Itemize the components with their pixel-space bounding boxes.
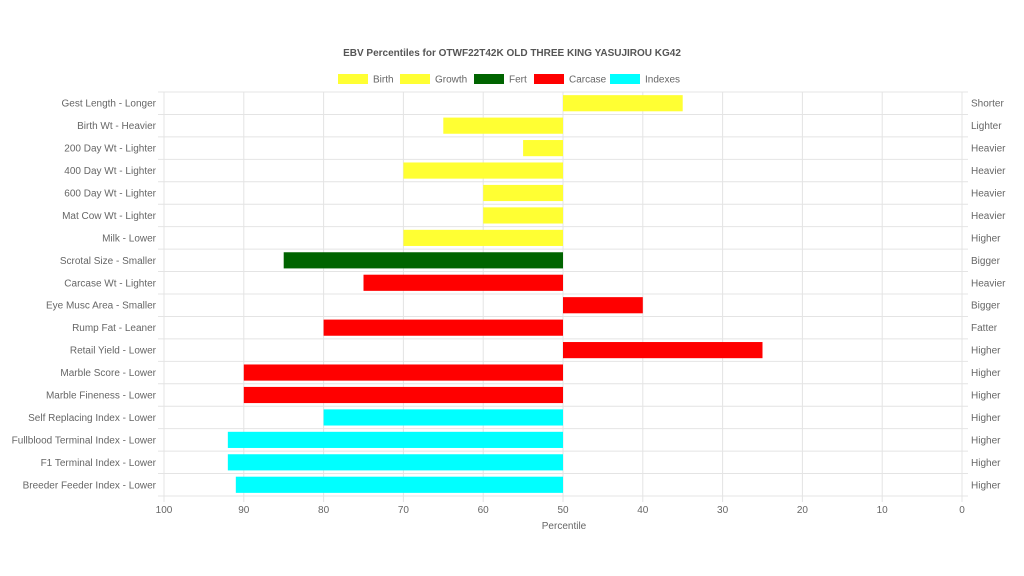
right-category-labels: Shorter Lighter Heavier Heavier Heavier Heavi…	[971, 99, 1006, 492]
right-category-label: Bigger	[971, 256, 1001, 267]
right-category-label: Bigger	[971, 301, 1001, 312]
right-category-label: Shorter	[971, 99, 1004, 110]
legend-label-growth: Growth	[435, 75, 467, 86]
right-category-label: Higher	[971, 480, 1001, 491]
category-label: 200 Day Wt - Lighter	[64, 144, 156, 155]
category-label: F1 Terminal Index - Lower	[41, 458, 157, 469]
category-label: Self Replacing Index - Lower	[28, 413, 157, 424]
category-label: Fullblood Terminal Index - Lower	[12, 435, 157, 446]
category-label: Mat Cow Wt - Lighter	[62, 211, 157, 222]
right-category-label: Higher	[971, 233, 1001, 244]
legend-swatch-fert	[474, 74, 504, 84]
legend-label-carcase: Carcase	[569, 75, 607, 86]
bar-9	[363, 274, 563, 291]
bar-8	[283, 252, 563, 269]
right-category-label: Heavier	[971, 144, 1006, 155]
bar-16	[227, 431, 563, 448]
legend-label-indexes: Indexes	[645, 75, 680, 86]
legend-swatch-indexes	[610, 74, 640, 84]
right-category-label: Fatter	[971, 323, 998, 334]
bar-14	[243, 386, 564, 404]
bar-13	[243, 364, 564, 381]
bar-1	[563, 95, 683, 112]
category-label: Breeder Feeder Index - Lower	[23, 480, 157, 491]
legend-label-fert: Fert	[509, 75, 527, 86]
right-category-label: Heavier	[971, 211, 1006, 222]
bar-3	[523, 140, 563, 157]
bar-10	[563, 297, 643, 314]
bar-5	[483, 184, 563, 202]
x-tick-label: 100	[156, 505, 173, 516]
right-category-label: Higher	[971, 413, 1001, 424]
chart-grid	[158, 91, 968, 502]
category-label: Marble Fineness - Lower	[46, 391, 157, 402]
bar-4	[403, 162, 563, 179]
x-tick-label: 80	[318, 505, 330, 516]
category-label: Marble Score - Lower	[60, 368, 156, 379]
x-tick-label: 10	[877, 505, 889, 516]
right-category-label: Heavier	[971, 278, 1006, 289]
category-label: Eye Musc Area - Smaller	[46, 301, 157, 312]
legend-swatch-growth	[400, 74, 430, 84]
x-tick-label: 90	[238, 505, 250, 516]
legend-label-birth: Birth	[373, 75, 394, 86]
category-label: Gest Length - Longer	[61, 99, 156, 110]
x-tick-label: 40	[637, 505, 649, 516]
bar-17	[227, 454, 563, 471]
bar-7	[403, 229, 563, 246]
left-category-labels: Gest Length - Longer Birth Wt - Heavier 20…	[12, 99, 157, 492]
category-label: 400 Day Wt - Lighter	[64, 166, 156, 177]
category-label: Rump Fat - Leaner	[72, 323, 157, 334]
chart-title: EBV Percentiles for OTWF22T42K OLD THREE…	[343, 48, 681, 59]
chart-bars	[227, 95, 763, 493]
bar-11	[323, 319, 563, 336]
bar-15	[323, 409, 563, 426]
chart-legend: Birth Growth Fert Carcase Indexes	[338, 74, 680, 86]
x-tick-label: 30	[717, 505, 729, 516]
x-axis-label: Percentile	[542, 521, 587, 532]
bar-2	[443, 117, 563, 134]
x-axis-ticks: 100 90 80 70 60 50 40 30 20 10 0	[156, 505, 966, 516]
category-label: Scrotal Size - Smaller	[60, 256, 157, 267]
right-category-label: Higher	[971, 368, 1001, 379]
category-label: Carcase Wt - Lighter	[64, 278, 156, 289]
right-category-label: Heavier	[971, 189, 1006, 200]
category-label: 600 Day Wt - Lighter	[64, 189, 156, 200]
right-category-label: Higher	[971, 458, 1001, 469]
legend-swatch-birth	[338, 74, 368, 84]
x-tick-label: 20	[797, 505, 809, 516]
category-label: Milk - Lower	[102, 233, 157, 244]
right-category-label: Higher	[971, 435, 1001, 446]
bar-6	[483, 207, 563, 224]
legend-swatch-carcase	[534, 74, 564, 84]
x-tick-label: 60	[478, 505, 490, 516]
right-category-label: Heavier	[971, 166, 1006, 177]
category-label: Birth Wt - Heavier	[77, 121, 157, 132]
bar-18	[235, 476, 563, 493]
right-category-label: Lighter	[971, 121, 1002, 132]
bar-12	[563, 342, 763, 359]
right-category-label: Higher	[971, 391, 1001, 402]
category-label: Retail Yield - Lower	[70, 346, 157, 357]
x-tick-label: 0	[959, 505, 965, 516]
right-category-label: Higher	[971, 346, 1001, 357]
x-tick-label: 50	[557, 505, 569, 516]
x-tick-label: 70	[398, 505, 410, 516]
